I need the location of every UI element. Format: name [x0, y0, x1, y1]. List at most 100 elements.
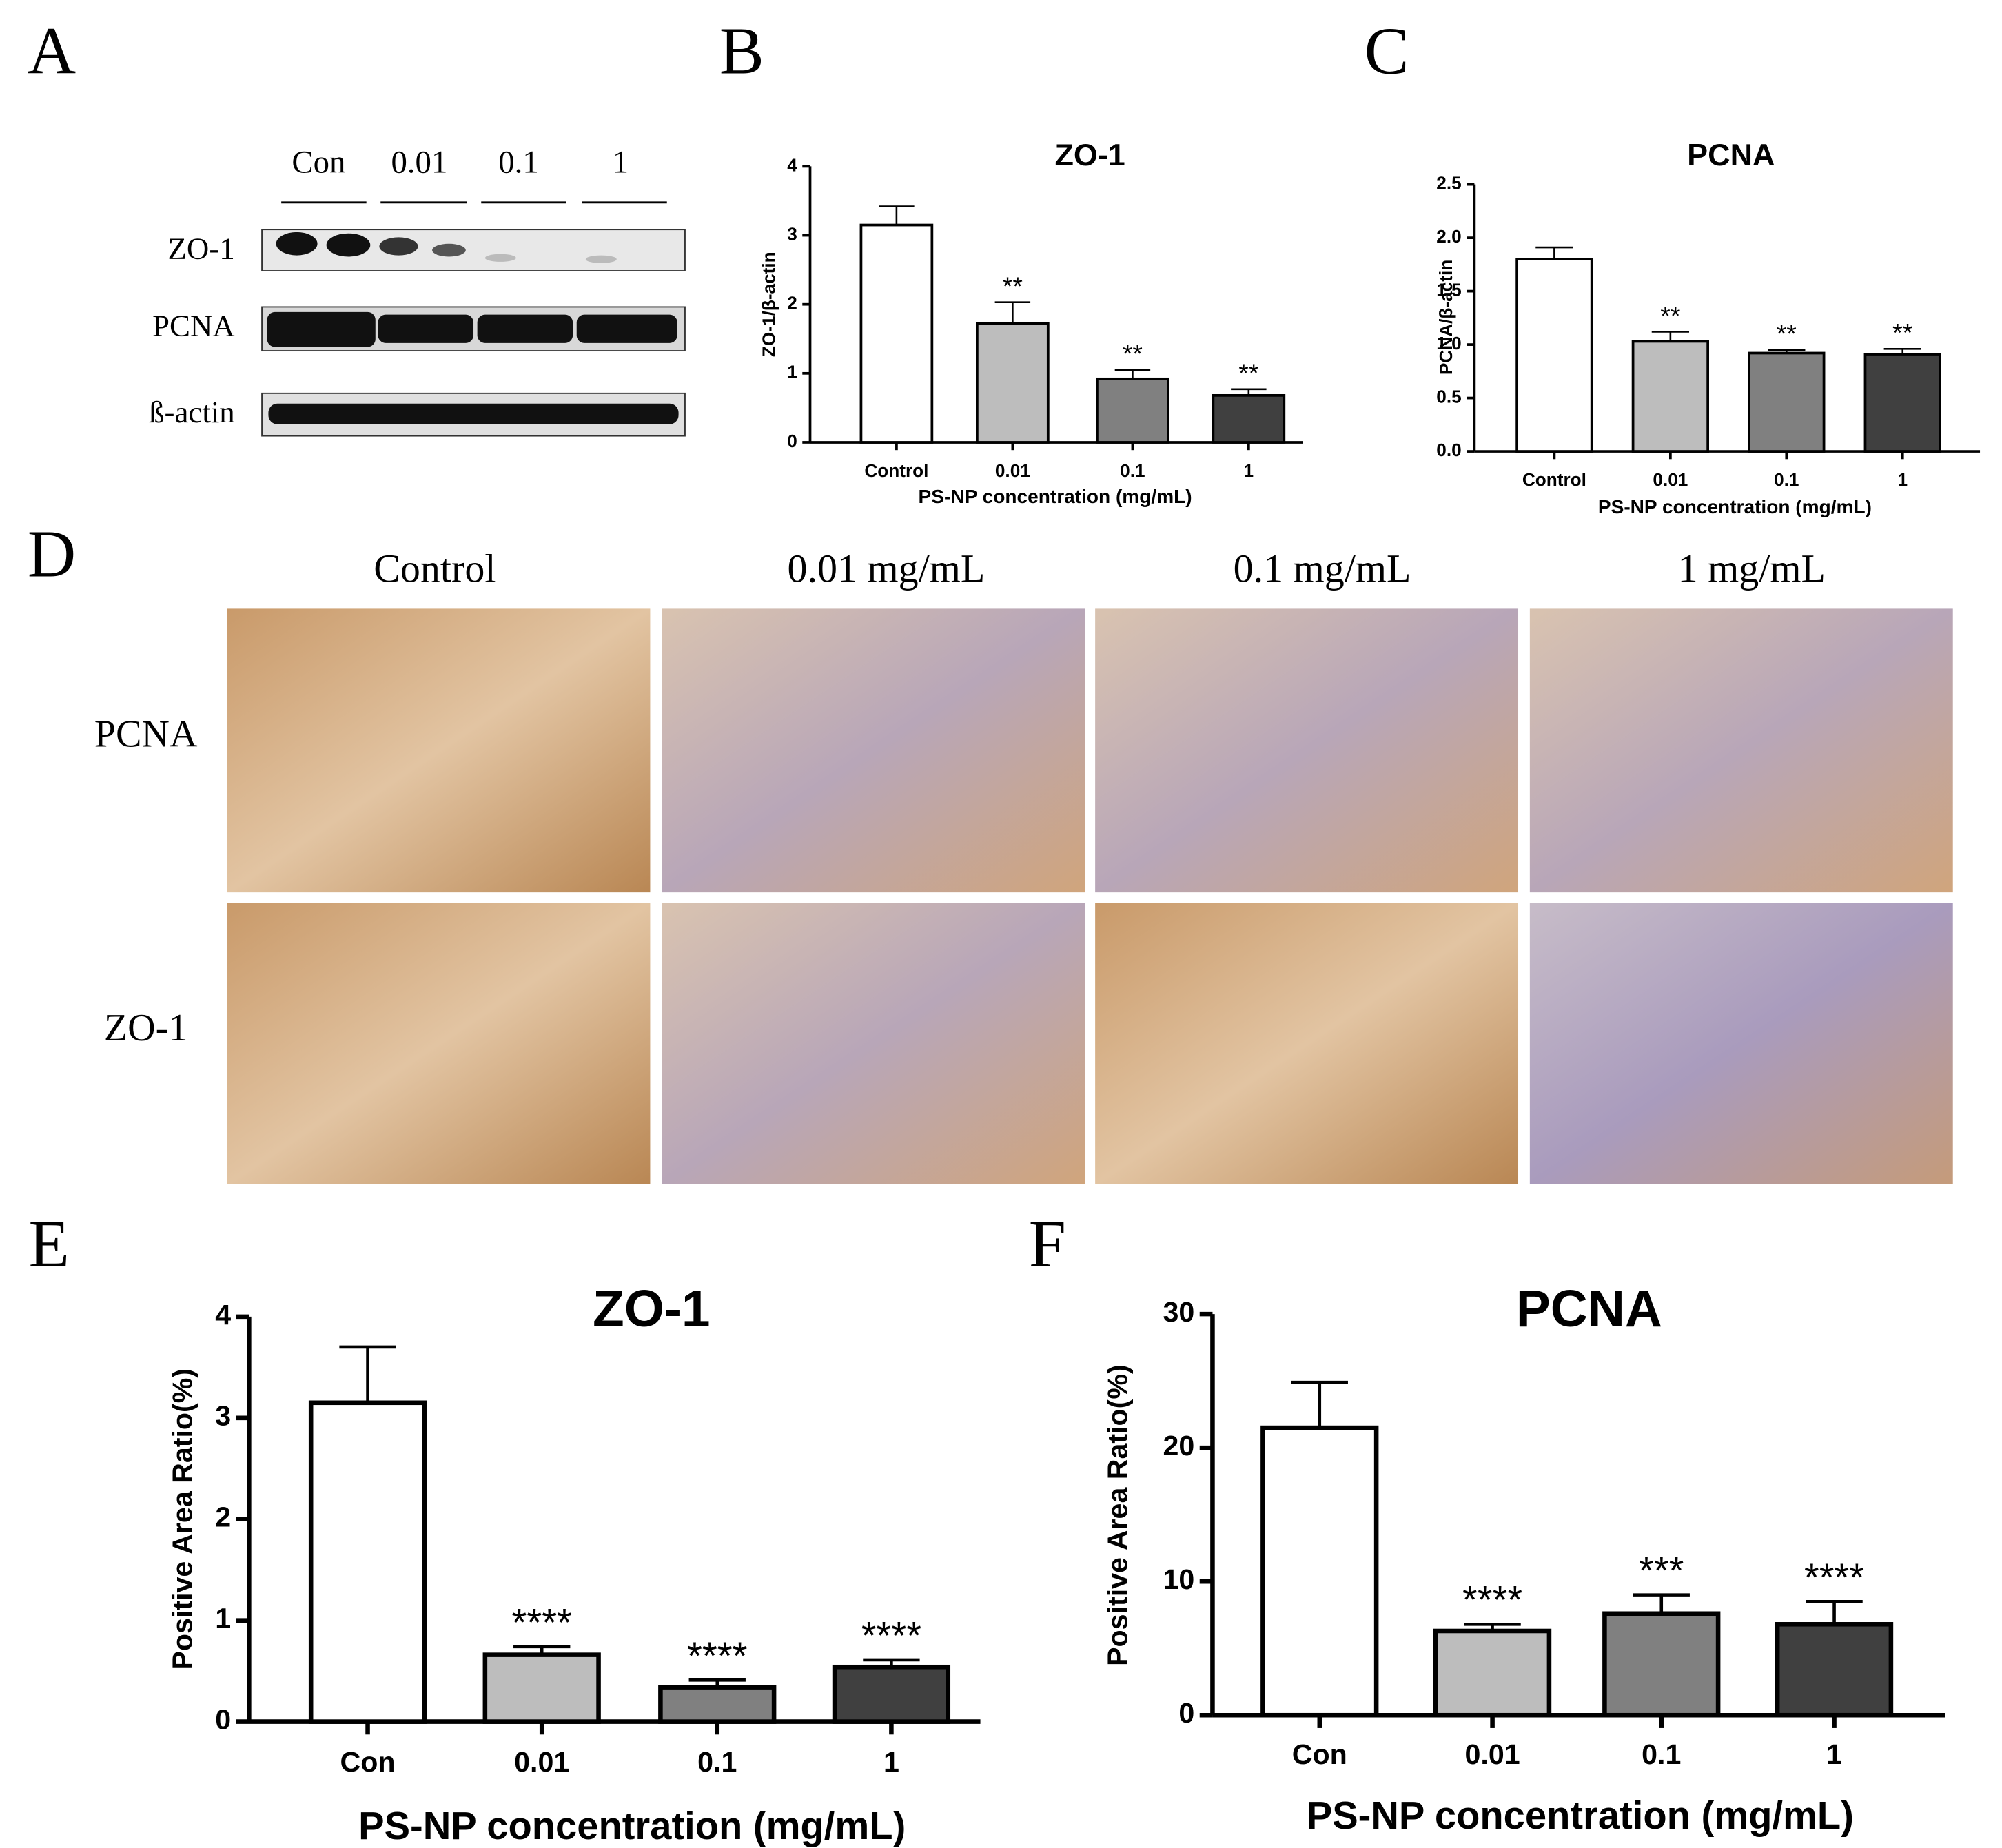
band: [267, 311, 376, 347]
x-tick-label: 0.01: [995, 460, 1030, 481]
row-label: PCNA: [152, 309, 235, 343]
y-tick-label: 2: [215, 1501, 231, 1533]
y-tick-label: 30: [1163, 1296, 1194, 1328]
significance-label: **: [1892, 318, 1912, 347]
row-label: ß-actin: [149, 395, 235, 429]
x-tick-label: Control: [864, 460, 928, 481]
significance-label: ***: [1639, 1549, 1684, 1592]
y-tick-label: 1: [215, 1603, 231, 1634]
row-label: ZO-1: [167, 231, 234, 265]
x-axis-label: PS-NP concentration (mg/mL): [919, 486, 1192, 507]
micrograph: [1529, 608, 1953, 893]
bar: [1515, 258, 1593, 453]
y-tick-label: 2.0: [1436, 226, 1461, 247]
lane-label: Con: [292, 144, 345, 180]
bar: [658, 1685, 777, 1724]
panel-label: F: [1029, 1207, 1066, 1282]
chart-title: ZO-1: [593, 1280, 711, 1337]
y-axis-label: ZO-1/β-actin: [758, 251, 779, 357]
bar: [308, 1400, 427, 1724]
panel-label: C: [1365, 14, 1409, 89]
panel-label: D: [28, 517, 76, 591]
bar: [1260, 1425, 1379, 1718]
micrograph: [662, 903, 1085, 1184]
band: [378, 314, 474, 343]
lane-label: 0.01: [391, 144, 447, 180]
bar: [1433, 1628, 1552, 1718]
significance-label: **: [1003, 271, 1023, 300]
column-label: 0.01 mg/mL: [788, 546, 985, 591]
panel-label: E: [29, 1207, 70, 1282]
significance-label: **: [1238, 358, 1258, 387]
bar: [1212, 393, 1286, 444]
x-tick-label: 1: [1826, 1738, 1842, 1770]
y-tick-label: 1.5: [1436, 280, 1461, 300]
band: [585, 255, 617, 263]
x-tick-label: Con: [1292, 1738, 1347, 1770]
bar: [482, 1652, 601, 1724]
x-tick-label: 1: [883, 1746, 899, 1778]
y-tick-label: 0.5: [1436, 386, 1461, 407]
micrograph: [1529, 903, 1953, 1184]
band: [484, 254, 516, 262]
bar: [859, 223, 934, 444]
histology: Control 0.01 mg/mL 0.1 mg/mL 1 mg/mL PCN…: [94, 546, 1953, 1184]
x-tick-label: 0.1: [697, 1746, 737, 1778]
column-label: 0.1 mg/mL: [1234, 546, 1411, 591]
significance-label: ****: [687, 1634, 747, 1677]
band: [477, 314, 573, 343]
x-tick-label: 1: [1897, 469, 1908, 490]
bar: [832, 1664, 951, 1724]
x-tick-label: 0.1: [1120, 460, 1145, 481]
significance-label: **: [1777, 319, 1797, 348]
bar: [1748, 351, 1826, 453]
lane-label: 1: [613, 144, 629, 180]
band: [379, 237, 418, 256]
x-tick-label: 0.01: [1465, 1738, 1520, 1770]
band: [326, 233, 371, 257]
bar: [976, 322, 1050, 444]
x-axis-label: PS-NP concentration (mg/mL): [358, 1804, 906, 1847]
bar: [1775, 1622, 1894, 1718]
x-tick-label: 0.01: [514, 1746, 569, 1778]
blot-strip: [261, 229, 686, 271]
micrograph: [227, 608, 651, 893]
significance-label: ****: [861, 1614, 921, 1657]
y-tick-label: 0: [215, 1703, 231, 1735]
x-axis-label: PS-NP concentration (mg/mL): [1307, 1794, 1854, 1837]
y-tick-label: 2.5: [1436, 173, 1461, 194]
micrograph: [1095, 608, 1519, 893]
x-tick-label: Control: [1522, 469, 1586, 490]
y-tick-label: 3: [787, 223, 797, 244]
y-tick-label: 1.0: [1436, 333, 1461, 353]
x-tick-label: Con: [340, 1746, 396, 1778]
y-tick-label: 0: [787, 431, 797, 451]
y-tick-label: 4: [215, 1299, 231, 1331]
x-tick-label: 0.1: [1774, 469, 1799, 490]
micrograph: [1095, 903, 1519, 1184]
bar: [1096, 377, 1169, 444]
y-axis-label: Positive Area Ratio(%): [1102, 1364, 1134, 1666]
y-tick-label: 20: [1163, 1430, 1194, 1461]
y-axis-label: PCNA/β-actin: [1436, 260, 1456, 375]
band: [268, 403, 679, 424]
x-tick-label: 0.01: [1653, 469, 1688, 490]
y-tick-label: 1: [787, 362, 797, 382]
x-tick-label: 1: [1244, 460, 1254, 481]
chart-title: PCNA: [1687, 137, 1775, 172]
chart-title: ZO-1: [1054, 137, 1125, 172]
band: [432, 243, 466, 257]
bar: [1602, 1611, 1721, 1718]
row-label: PCNA: [94, 712, 198, 755]
micrograph: [662, 608, 1085, 893]
y-tick-label: 2: [787, 293, 797, 314]
bar: [1631, 340, 1710, 453]
significance-label: **: [1660, 301, 1680, 330]
y-tick-label: 3: [215, 1400, 231, 1432]
x-tick-label: 0.1: [1642, 1738, 1681, 1770]
band: [276, 232, 318, 256]
x-axis-label: PS-NP concentration (mg/mL): [1598, 496, 1872, 517]
significance-label: ****: [512, 1601, 572, 1644]
